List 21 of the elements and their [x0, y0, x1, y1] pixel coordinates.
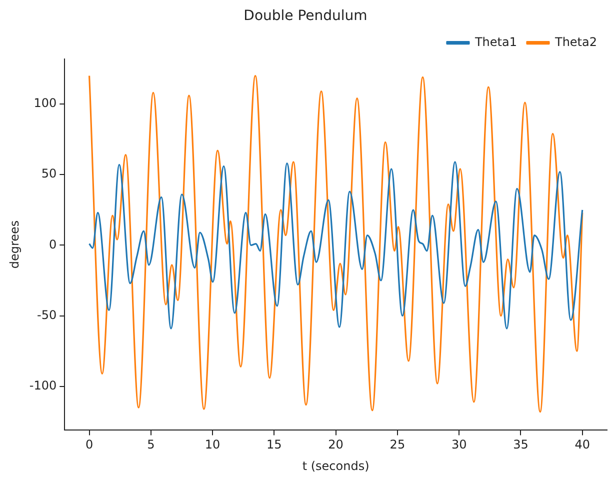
x-tick-label: 25 [390, 438, 406, 452]
line-series [88, 74, 584, 413]
y-tick-label: -100 [29, 378, 57, 393]
y-tick-label: 0 [48, 237, 57, 252]
x-tick-label: 5 [147, 438, 155, 452]
x-tick-label: 0 [85, 438, 94, 452]
x-tick-label: 10 [204, 438, 220, 452]
legend-label: Theta2 [554, 34, 598, 49]
y-tick-label: 100 [34, 96, 57, 110]
chart-title: Double Pendulum [244, 8, 368, 24]
legend-label: Theta1 [474, 34, 517, 49]
x-axis-title: t (seconds) [302, 458, 370, 473]
y-tick-label: -50 [37, 308, 57, 322]
line-series [88, 161, 584, 330]
x-tick-label: 30 [451, 438, 467, 452]
x-tick-label: 20 [328, 438, 344, 452]
x-tick-label: 40 [574, 438, 590, 452]
x-tick-label: 35 [513, 438, 528, 452]
y-axis-title: degrees [7, 220, 22, 269]
x-tick-label: 15 [266, 438, 282, 452]
y-tick-label: 50 [41, 166, 57, 181]
